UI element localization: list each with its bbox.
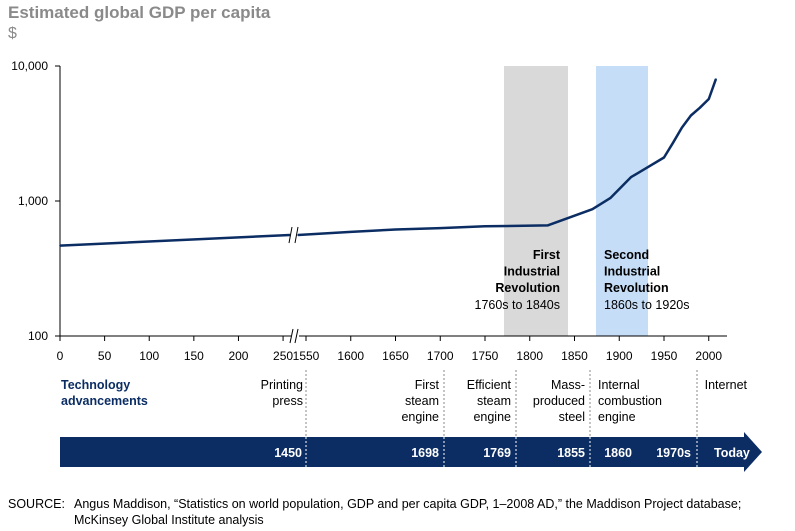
timeline-year: 1860 [604,446,632,460]
period-1-range: 1760s to 1840s [475,298,561,312]
timeline-year: 1450 [274,446,302,460]
data-point [591,208,594,210]
tech-item-label: Mass- [551,378,585,392]
data-point [609,197,612,199]
y-tick-label: 100 [28,329,48,343]
data-point [297,234,299,236]
tech-item-label: Internal [598,378,640,392]
data-point [439,227,442,229]
data-point [690,114,692,117]
tech-item-label: engine [401,410,439,424]
data-point [663,156,665,159]
unit-label: $ [8,25,17,42]
timeline-arrow [60,432,762,472]
source-tag: SOURCE: [8,497,65,511]
line-break-mark [294,226,299,244]
x-tick-label: 1550 [293,349,320,363]
timeline-year: 1698 [411,446,439,460]
tech-item-label: Printing [261,378,303,392]
x-tick-label: 0 [57,349,64,363]
timeline-year: 1855 [557,446,585,460]
tech-item-label: Internet [705,378,748,392]
chart-title: Estimated global GDP per capita [8,3,271,22]
source-text: Angus Maddison, “Statistics on world pop… [74,497,742,527]
period-2-title: Second [604,248,649,262]
data-point [672,141,674,144]
y-tick-label: 1,000 [18,194,48,208]
period-2-range: 1860s to 1920s [604,298,690,312]
tech-item-label: steam [405,394,439,408]
period-band-1 [504,66,568,336]
data-point [681,126,683,129]
data-point [59,244,61,247]
tech-item-label: press [272,394,303,408]
x-tick-label: 1650 [382,349,409,363]
period-1-title: Industrial [504,265,560,279]
period-2-title: Industrial [604,265,660,279]
x-tick-label: 50 [98,349,112,363]
timeline-year: 1769 [483,446,511,460]
x-tick-label: 1850 [561,349,588,363]
tech-item-label: First [415,378,440,392]
tech-item-label: produced [533,394,585,408]
tech-item-label: Efficient [467,378,512,392]
tech-heading: Technology [61,378,130,392]
tech-item-label: engine [473,410,511,424]
gdp-chart: 100 1,000 10,000 0 50 100 150 200 250 1550 1600 165… [11,59,762,472]
data-point [349,231,352,233]
x-axis-break-mark [294,328,299,344]
x-axis-break-gap [291,328,299,344]
timeline-today: Today [714,446,750,460]
tech-item-label: steel [559,410,585,424]
data-point [630,176,632,179]
x-tick-label: 150 [184,349,204,363]
y-tick-label: 10,000 [11,59,48,73]
timeline-year: 1970s [656,446,691,460]
tech-item-label: steam [477,394,511,408]
x-tick-label: 1700 [427,349,454,363]
tech-item-label: combustion [598,394,662,408]
period-2-title: Revolution [604,281,669,295]
data-point [484,225,486,228]
data-point [546,224,549,227]
data-point [715,78,717,80]
x-tick-label: 100 [139,349,159,363]
data-point [394,228,397,231]
x-tick-label: 200 [228,349,248,363]
x-tick-label: 250 [273,349,293,363]
x-axis-break-mark [289,328,294,344]
period-1-title: First [533,248,561,262]
x-tick-label: 1750 [472,349,499,363]
x-tick-label: 1800 [516,349,543,363]
x-tick-label: 1600 [337,349,364,363]
x-tick-label: 1900 [606,349,633,363]
period-1-title: Revolution [495,281,560,295]
tech-item-label: engine [598,410,636,424]
data-point [707,98,710,100]
tech-heading: advancements [61,394,148,408]
data-point [645,167,647,169]
line-break-mark [288,226,293,244]
x-tick-label: 2000 [695,349,722,363]
data-point [699,107,701,109]
x-tick-label: 1950 [651,349,678,363]
